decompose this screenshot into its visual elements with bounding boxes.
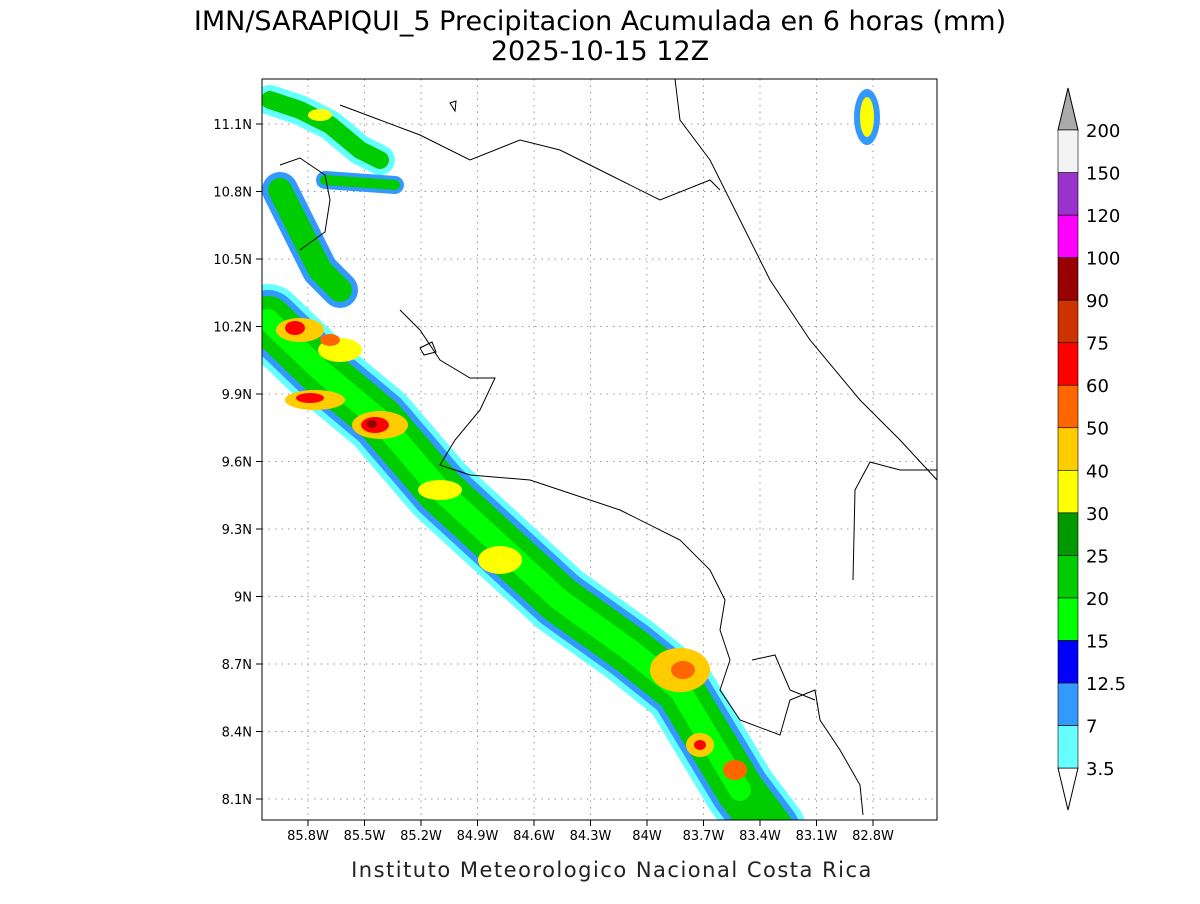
- colorbar-segment: [1057, 427, 1079, 471]
- colorbar-segment: [1057, 257, 1079, 301]
- colorbar-over: [1057, 87, 1079, 131]
- title: IMN/SARAPIQUI_5 Precipitacion Acumulada …: [194, 6, 1006, 37]
- lat-label: 11.1N: [213, 118, 252, 133]
- lon-label: 85.5W: [344, 829, 386, 844]
- map-frame: [261, 78, 938, 821]
- lat-label: 9.3N: [222, 523, 252, 538]
- lon-label: 85.2W: [400, 829, 442, 844]
- colorbar-segment: [1057, 214, 1079, 258]
- colorbar-label: 25: [1086, 546, 1109, 567]
- colorbar-segment: [1057, 597, 1079, 641]
- colorbar-label: 100: [1086, 249, 1120, 270]
- colorbar-label: 40: [1086, 461, 1109, 482]
- lat-label: 8.1N: [222, 793, 252, 808]
- colorbar-label: 7: [1086, 716, 1097, 737]
- colorbar-segment: [1057, 555, 1079, 599]
- colorbar-label: 50: [1086, 419, 1109, 440]
- colorbar-segment: [1057, 129, 1079, 173]
- lon-label: 85.8W: [287, 829, 329, 844]
- lat-label: 10.2N: [213, 321, 252, 336]
- colorbar-segment: [1057, 469, 1079, 514]
- colorbar-label: 200: [1086, 121, 1120, 142]
- lat-label: 9N: [234, 591, 252, 606]
- lat-label: 9.9N: [222, 388, 252, 403]
- colorbar-segment: [1057, 172, 1079, 216]
- precip-field: [262, 85, 880, 820]
- colorbar-label: 30: [1086, 504, 1109, 525]
- colorbar: 3.5 7 12.5 15 20 25 30 40 50 60 75 90 100 120 150 200: [1057, 87, 1126, 811]
- subtitle: 2025-10-15 12Z: [491, 36, 709, 67]
- lon-label: 83.1W: [796, 829, 838, 844]
- lon-label: 84.9W: [457, 829, 499, 844]
- colorbar-label: 75: [1086, 334, 1109, 355]
- lon-label: 84.3W: [570, 829, 612, 844]
- lat-label: 8.7N: [222, 658, 252, 673]
- lon-label: 84.6W: [513, 829, 555, 844]
- coastlines: [279, 79, 937, 816]
- footer: Instituto Meteorologico Nacional Costa R…: [351, 858, 873, 882]
- colorbar-label: 12.5: [1086, 674, 1126, 695]
- colorbar-segment: [1057, 342, 1079, 386]
- lon-label: 84W: [632, 829, 662, 844]
- colorbar-segment: [1057, 682, 1079, 726]
- colorbar-label: 90: [1086, 291, 1109, 312]
- colorbar-segment: [1057, 299, 1079, 343]
- colorbar-label: 60: [1086, 376, 1109, 397]
- colorbar-label: 15: [1086, 631, 1109, 652]
- colorbar-label: 120: [1086, 206, 1120, 227]
- lat-label: 10.8N: [213, 186, 252, 201]
- colorbar-label: 3.5: [1086, 759, 1115, 780]
- colorbar-segment: [1057, 512, 1079, 556]
- lat-label: 10.5N: [213, 253, 252, 268]
- lat-label: 9.6N: [222, 456, 252, 471]
- colorbar-label: 150: [1086, 164, 1120, 185]
- lat-label: 8.4N: [222, 726, 252, 741]
- lon-label: 83.7W: [683, 829, 725, 844]
- colorbar-segment: [1057, 725, 1079, 769]
- colorbar-segment: [1057, 384, 1079, 429]
- colorbar-segment: [1057, 640, 1079, 684]
- lon-label: 83.4W: [739, 829, 781, 844]
- colorbar-under: [1057, 767, 1079, 811]
- lon-label: 82.8W: [852, 829, 894, 844]
- colorbar-label: 20: [1086, 589, 1109, 610]
